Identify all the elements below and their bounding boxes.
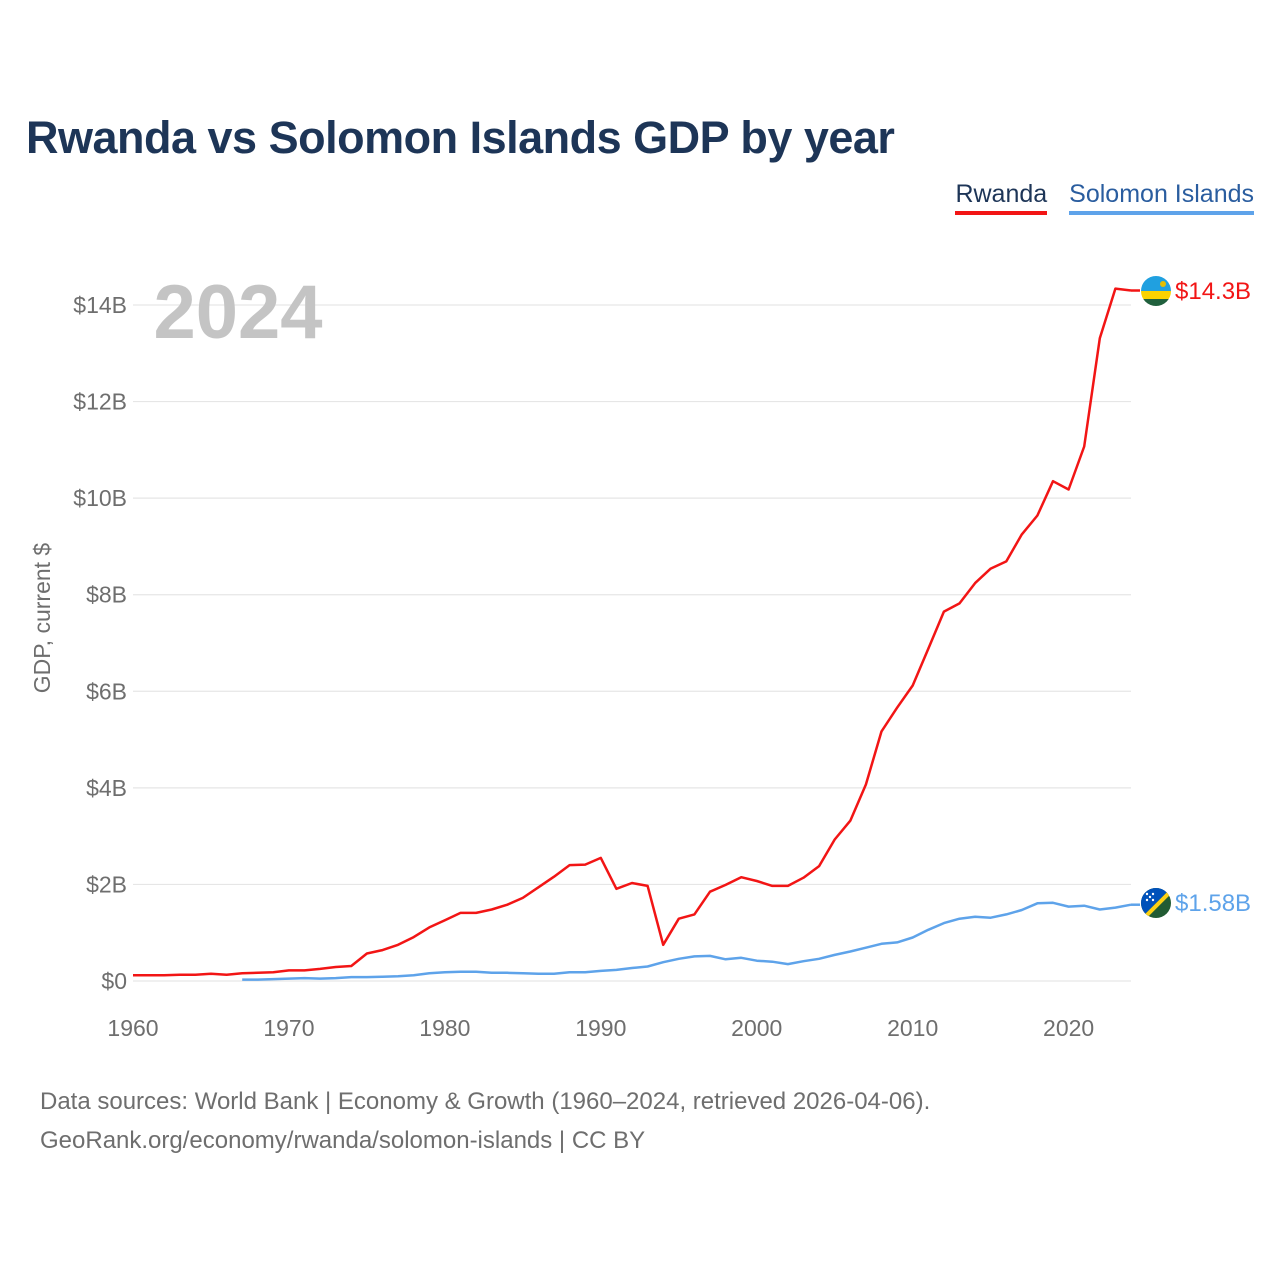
legend-item-rwanda[interactable]: Rwanda: [955, 180, 1048, 215]
legend: Rwanda Solomon Islands: [955, 180, 1254, 215]
y-tick-label: $6B: [86, 678, 127, 704]
solomon-islands-flag-icon: [1141, 888, 1171, 918]
series-lines: [133, 287, 1140, 981]
x-tick-label: 1980: [419, 1015, 470, 1041]
y-tick-label: $0: [101, 968, 127, 994]
y-axis-ticks: $0 $2B $4B $6B $8B $10B $12B $14B: [73, 292, 127, 994]
y-tick-label: $12B: [73, 389, 127, 415]
y-axis-label: GDP, current $: [29, 543, 55, 694]
x-tick-label: 2020: [1043, 1015, 1094, 1041]
source-line-1: Data sources: World Bank | Economy & Gro…: [40, 1088, 931, 1115]
rwanda-flag-icon: [1141, 276, 1171, 306]
x-tick-label: 1990: [575, 1015, 626, 1041]
y-tick-label: $8B: [86, 582, 127, 608]
series-line-solomon-islands: [242, 901, 1132, 981]
data-source-note: Data sources: World Bank | Economy & Gro…: [40, 1082, 930, 1160]
x-tick-label: 1970: [263, 1015, 314, 1041]
legend-item-solomon-islands[interactable]: Solomon Islands: [1069, 180, 1254, 215]
y-tick-label: $2B: [86, 871, 127, 897]
x-axis-ticks: 1960 1970 1980 1990 2000 2010 2020: [107, 1015, 1094, 1041]
rwanda-end-value-label: $14.3B: [1175, 278, 1251, 305]
gridlines: [133, 304, 1131, 982]
x-tick-label: 2010: [887, 1015, 938, 1041]
y-tick-label: $4B: [86, 775, 127, 801]
source-line-2[interactable]: GeoRank.org/economy/rwanda/solomon-islan…: [40, 1127, 646, 1154]
chart-title: Rwanda vs Solomon Islands GDP by year: [26, 112, 895, 163]
y-tick-label: $14B: [73, 292, 127, 318]
series-line-rwanda: [133, 287, 1132, 977]
solomon-islands-end-value-label: $1.58B: [1175, 890, 1251, 917]
x-tick-label: 1960: [107, 1015, 158, 1041]
x-tick-label: 2000: [731, 1015, 782, 1041]
year-watermark: 2024: [153, 270, 322, 355]
y-tick-label: $10B: [73, 485, 127, 511]
